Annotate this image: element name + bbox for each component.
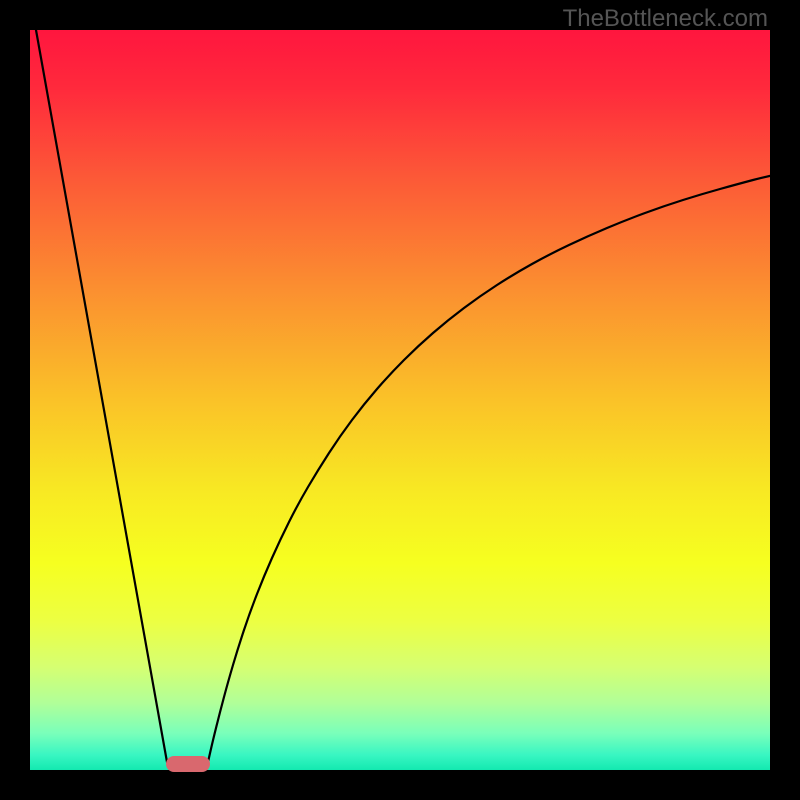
optimum-marker-pill	[166, 756, 210, 772]
chart-container: { "canvas": { "width": 800, "height": 80…	[0, 0, 800, 800]
optimum-marker	[166, 756, 210, 772]
bottleneck-curve	[30, 30, 770, 770]
plot-area	[30, 30, 770, 770]
curve-right-branch	[208, 170, 800, 762]
curve-left-branch	[36, 30, 167, 762]
watermark-text: TheBottleneck.com	[563, 5, 768, 33]
